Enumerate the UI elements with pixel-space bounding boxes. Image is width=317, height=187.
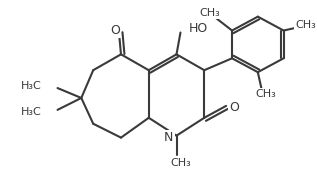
Text: HO: HO xyxy=(188,22,208,35)
Text: H₃C: H₃C xyxy=(21,81,42,91)
Text: CH₃: CH₃ xyxy=(170,158,191,168)
Text: O: O xyxy=(229,101,239,114)
Text: H₃C: H₃C xyxy=(21,107,42,117)
Text: N: N xyxy=(164,131,173,144)
Text: CH₃: CH₃ xyxy=(200,8,221,18)
Text: CH₃: CH₃ xyxy=(256,89,276,99)
Text: CH₃: CH₃ xyxy=(295,20,316,30)
Text: O: O xyxy=(110,24,120,37)
